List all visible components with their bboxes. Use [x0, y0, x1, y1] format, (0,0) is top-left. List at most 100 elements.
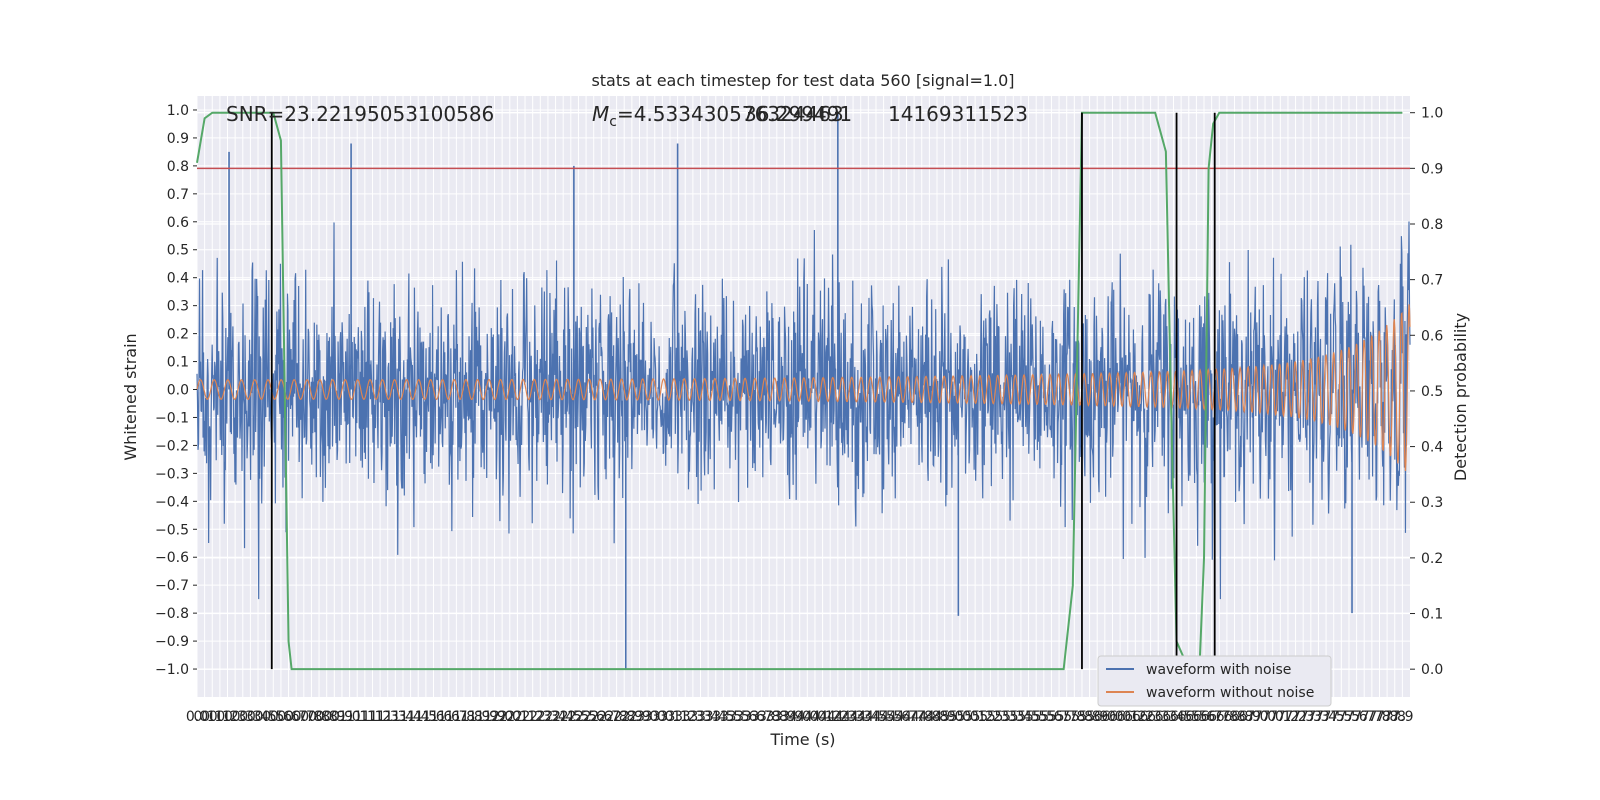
x-tick-label-147: 7.3	[1307, 709, 1329, 725]
x-axis-label: Time (s)	[769, 730, 835, 749]
y-tick-label-10: 0.0	[167, 383, 189, 399]
chirp-mass-value: =4.533430576324463	[617, 102, 844, 126]
y-tick-label-8: −0.2	[155, 438, 189, 454]
y2-tick-label-5: 0.5	[1421, 384, 1443, 400]
x-tick-label-129: 6.5	[1170, 709, 1192, 725]
x-tick-label-71: 3.5	[728, 709, 750, 725]
y-tick-label-19: 0.9	[167, 131, 189, 147]
x-tick-label-135: 6.8	[1216, 709, 1238, 725]
x-tick-label-67: 3.4	[697, 709, 719, 725]
y-tick-label-4: −0.6	[155, 550, 189, 566]
x-tick-label-17: 0.8	[316, 709, 338, 725]
x-tick-label-13: 0.7	[285, 709, 307, 725]
y-tick-label-15: 0.5	[167, 243, 189, 259]
x-tick-label-78: 3.9	[781, 709, 803, 725]
chirp-mass-annotation: Mc=4.533430576324463 36.299491 141693115…	[592, 102, 1028, 130]
x-tick-label-108: 5.4	[1010, 709, 1032, 725]
x-tick-label-68: 3.4	[705, 709, 727, 725]
x-tick-label-87: 4.3	[850, 709, 872, 725]
y2-tick-label-1: 0.1	[1421, 607, 1443, 623]
x-tick-label-25: 1.3	[377, 709, 399, 725]
x-tick-label-134: 6.7	[1208, 709, 1230, 725]
y2-tick-label-4: 0.4	[1421, 440, 1443, 456]
x-tick-label-84: 4.2	[827, 709, 849, 725]
y-tick-label-2: −0.8	[155, 606, 189, 622]
x-tick-label-148: 7.4	[1315, 709, 1337, 725]
x-tick-label-51: 2.5	[575, 709, 597, 725]
y-tick-label-0: −1.0	[155, 662, 189, 678]
x-tick-label-39: 1.9	[483, 709, 505, 725]
x-tick-label-4: 0.2	[216, 709, 238, 725]
x-tick-label-149: 7.5	[1323, 709, 1345, 725]
x-tick-label-27: 1.4	[392, 709, 414, 725]
x-tick-label-154: 7.7	[1361, 709, 1383, 725]
y2-tick-label-6: 0.6	[1421, 328, 1443, 344]
x-tick-label-146: 7.3	[1300, 709, 1322, 725]
x-tick-label-86: 4.3	[842, 709, 864, 725]
x-tick-label-124: 6.2	[1132, 709, 1154, 725]
x-tick-label-21: 1.1	[346, 709, 368, 725]
x-tick-label-157: 7.8	[1384, 709, 1406, 725]
x-tick-label-16: 0.8	[308, 709, 330, 725]
x-tick-label-62: 3.1	[659, 709, 681, 725]
x-tick-label-112: 5.6	[1040, 709, 1062, 725]
y2-tick-label-8: 0.8	[1421, 217, 1443, 233]
x-tick-label-30: 1.5	[415, 709, 437, 725]
legend: waveform with noise waveform without noi…	[1097, 655, 1332, 707]
x-tick-label-89: 4.5	[865, 709, 887, 725]
x-tick-label-121: 6.0	[1109, 709, 1131, 725]
y-axis-label: Whitened strain	[121, 333, 140, 460]
x-tick-label-55: 2.8	[605, 709, 627, 725]
y-axis-ticks: −1.0 −0.9 −0.8 −0.7 −0.6 −0.5 −0.4 −0.3 −0.2 −0.1…	[155, 103, 197, 678]
y-tick-label-20: 1.0	[167, 103, 189, 119]
x-tick-label-23: 1.1	[361, 709, 383, 725]
x-tick-label-117: 5.8	[1078, 709, 1100, 725]
x-tick-label-82: 4.1	[811, 709, 833, 725]
x-tick-label-64: 3.2	[674, 709, 696, 725]
x-tick-label-43: 2.1	[514, 709, 536, 725]
x-tick-label-77: 3.9	[773, 709, 795, 725]
x-tick-label-90: 4.5	[872, 709, 894, 725]
y2-tick-label-7: 0.7	[1421, 273, 1443, 289]
x-tick-label-118: 5.9	[1086, 709, 1108, 725]
x-tick-label-0: 0.0	[186, 709, 208, 725]
x-tick-label-103: 5.2	[972, 709, 994, 725]
y-tick-label-13: 0.3	[167, 299, 189, 315]
x-tick-label-70: 3.5	[720, 709, 742, 725]
x-tick-label-50: 2.5	[567, 709, 589, 725]
x-tick-label-151: 7.5	[1338, 709, 1360, 725]
x-tick-label-46: 2.3	[537, 709, 559, 725]
x-tick-label-35: 1.8	[453, 709, 475, 725]
x-tick-label-15: 0.8	[300, 709, 322, 725]
chirp-mass-label: Mc=4.533430576324463	[592, 102, 844, 130]
x-tick-label-54: 2.7	[598, 709, 620, 725]
x-tick-label-107: 5.3	[1002, 709, 1024, 725]
x-tick-label-76: 3.8	[766, 709, 788, 725]
chirp-mass-subscript: c	[609, 114, 617, 130]
legend-entry-with-noise: waveform with noise	[1146, 662, 1291, 678]
y-tick-label-7: −0.3	[155, 466, 189, 482]
x-tick-label-44: 2.2	[522, 709, 544, 725]
x-tick-label-88: 4.4	[857, 709, 879, 725]
y-tick-label-16: 0.6	[167, 215, 189, 231]
x-tick-label-36: 1.8	[461, 709, 483, 725]
legend-entry-without-noise: waveform without noise	[1146, 685, 1314, 701]
y-tick-label-17: 0.7	[167, 187, 189, 203]
x-tick-label-152: 7.6	[1345, 709, 1367, 725]
y-tick-label-3: −0.7	[155, 578, 189, 594]
x-tick-label-45: 2.3	[529, 709, 551, 725]
x-tick-label-155: 7.8	[1368, 709, 1390, 725]
detection-probability-path	[196, 111, 1403, 671]
y2-tick-label-9: 0.9	[1421, 161, 1443, 177]
y2-tick-label-10: 1.0	[1421, 106, 1443, 122]
x-tick-label-74: 3.7	[750, 709, 772, 725]
clean-waveform-path	[196, 304, 1411, 472]
x-tick-label-115: 5.8	[1063, 709, 1085, 725]
x-tick-label-56: 2.8	[613, 709, 635, 725]
x-tick-label-47: 2.4	[544, 709, 566, 725]
x-tick-label-126: 6.3	[1147, 709, 1169, 725]
x-tick-label-5: 0.3	[224, 709, 246, 725]
x-tick-label-61: 3.0	[651, 709, 673, 725]
x-tick-label-119: 6.0	[1094, 709, 1116, 725]
